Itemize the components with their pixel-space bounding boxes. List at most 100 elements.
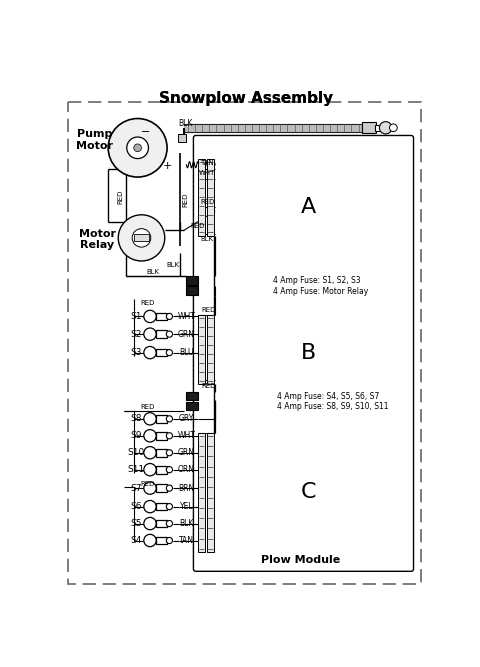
Circle shape xyxy=(144,430,156,442)
Text: 4 Amp Fuse: Motor Relay: 4 Amp Fuse: Motor Relay xyxy=(273,287,368,295)
Bar xyxy=(185,392,198,400)
Bar xyxy=(185,402,198,410)
Bar xyxy=(156,466,167,474)
Bar xyxy=(156,537,167,544)
Text: RED: RED xyxy=(182,192,188,207)
Circle shape xyxy=(166,433,172,439)
Bar xyxy=(156,349,167,356)
Circle shape xyxy=(144,328,156,340)
Text: −: − xyxy=(140,127,150,137)
Bar xyxy=(374,125,383,131)
Text: S5: S5 xyxy=(130,519,142,528)
Text: Motor
Relay: Motor Relay xyxy=(79,229,116,250)
Bar xyxy=(156,449,167,457)
Text: BLK: BLK xyxy=(167,262,180,268)
Text: GRN: GRN xyxy=(178,329,194,339)
Circle shape xyxy=(144,482,156,494)
Text: RED: RED xyxy=(140,404,154,410)
Circle shape xyxy=(144,518,156,530)
Text: YEL: YEL xyxy=(179,502,193,511)
Circle shape xyxy=(133,144,141,151)
Bar xyxy=(361,122,375,133)
Bar xyxy=(156,520,167,528)
Text: WHT: WHT xyxy=(199,170,215,176)
Circle shape xyxy=(166,313,172,319)
Text: BLK: BLK xyxy=(200,236,214,242)
Text: 4 Amp Fuse: S4, S5, S6, S7: 4 Amp Fuse: S4, S5, S6, S7 xyxy=(276,392,379,401)
Circle shape xyxy=(379,121,391,134)
FancyBboxPatch shape xyxy=(193,135,413,572)
Bar xyxy=(133,234,149,241)
Circle shape xyxy=(144,413,156,425)
Bar xyxy=(185,286,198,295)
Text: 4 Amp Fuse: S1, S2, S3: 4 Amp Fuse: S1, S2, S3 xyxy=(273,275,360,285)
Circle shape xyxy=(166,504,172,510)
Bar xyxy=(198,433,204,552)
Text: S1: S1 xyxy=(130,312,142,321)
Text: ORN: ORN xyxy=(178,465,194,474)
Circle shape xyxy=(144,447,156,459)
Text: BRN: BRN xyxy=(178,484,194,493)
Text: Pump
Motor: Pump Motor xyxy=(75,129,112,151)
Text: S2: S2 xyxy=(130,329,142,339)
Bar xyxy=(206,433,213,552)
Text: B: B xyxy=(300,344,315,364)
Text: 4 Amp Fuse: S8, S9, S10, S11: 4 Amp Fuse: S8, S9, S10, S11 xyxy=(276,402,388,411)
Text: Plow Module: Plow Module xyxy=(260,555,339,565)
Bar xyxy=(156,313,167,320)
Bar xyxy=(178,134,185,141)
Circle shape xyxy=(166,485,172,491)
Text: TAN: TAN xyxy=(179,536,193,545)
Bar xyxy=(206,315,213,384)
Text: S7: S7 xyxy=(130,484,142,493)
Circle shape xyxy=(166,331,172,338)
Circle shape xyxy=(166,520,172,527)
Text: S6: S6 xyxy=(130,502,142,511)
Circle shape xyxy=(166,467,172,473)
Bar xyxy=(198,159,204,235)
Text: RED: RED xyxy=(140,299,154,305)
Text: RED: RED xyxy=(190,223,204,229)
Bar xyxy=(156,330,167,338)
Text: +: + xyxy=(162,161,171,171)
Bar xyxy=(156,484,167,492)
Text: WHT: WHT xyxy=(177,432,195,440)
Text: S11: S11 xyxy=(127,465,144,474)
Text: RED: RED xyxy=(140,480,154,486)
Text: BLU: BLU xyxy=(179,348,193,357)
Bar xyxy=(198,315,204,384)
Circle shape xyxy=(144,310,156,323)
Text: S8: S8 xyxy=(130,414,142,424)
Text: RED: RED xyxy=(201,307,215,313)
Text: BLK: BLK xyxy=(179,519,193,528)
Circle shape xyxy=(127,137,148,159)
Text: GRY: GRY xyxy=(179,414,194,424)
Text: BLK: BLK xyxy=(178,119,192,129)
Circle shape xyxy=(144,464,156,476)
Text: WHT: WHT xyxy=(177,312,195,321)
Circle shape xyxy=(118,215,165,261)
Circle shape xyxy=(389,124,396,131)
Circle shape xyxy=(144,534,156,547)
Bar xyxy=(185,276,198,285)
Circle shape xyxy=(166,416,172,422)
Text: GRN: GRN xyxy=(178,448,194,457)
Circle shape xyxy=(132,229,151,247)
Circle shape xyxy=(144,346,156,359)
Circle shape xyxy=(108,119,167,177)
Circle shape xyxy=(166,538,172,544)
Text: RED: RED xyxy=(200,199,214,205)
Circle shape xyxy=(166,350,172,356)
Text: Snowplow Assembly: Snowplow Assembly xyxy=(159,91,333,106)
Circle shape xyxy=(144,500,156,513)
Bar xyxy=(156,432,167,440)
Text: S9: S9 xyxy=(130,432,142,440)
Text: Snowplow Assembly: Snowplow Assembly xyxy=(159,91,333,106)
Text: S10: S10 xyxy=(127,448,144,457)
Text: S3: S3 xyxy=(130,348,142,357)
Bar xyxy=(206,159,213,235)
Circle shape xyxy=(166,450,172,456)
Bar xyxy=(156,503,167,510)
Text: BLK: BLK xyxy=(146,269,159,275)
Text: TAN: TAN xyxy=(200,160,214,166)
